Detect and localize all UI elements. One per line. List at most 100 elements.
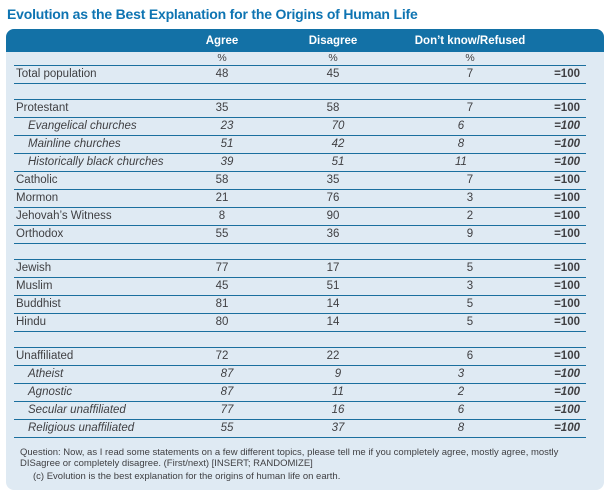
- disagree-value: 51: [290, 153, 376, 171]
- row-label: Unaffiliated: [14, 347, 154, 365]
- dk-value: 5: [376, 295, 536, 313]
- row-label: Protestant: [14, 99, 154, 117]
- table-row: Hindu 80 14 5 =100: [6, 313, 604, 331]
- disagree-value: 45: [290, 65, 376, 83]
- percent-symbol: %: [154, 52, 290, 65]
- agree-value: 87: [154, 383, 290, 401]
- disagree-value: 16: [290, 401, 376, 419]
- table-row: Jewish 77 17 5 =100: [6, 259, 604, 277]
- header-total-spacer: [536, 29, 586, 52]
- row-label: Hindu: [14, 313, 154, 331]
- total-value: =100: [536, 171, 586, 189]
- table-row: Agnostic 87 11 2 =100: [6, 383, 604, 401]
- table-row: Mainline churches 51 42 8 =100: [6, 135, 604, 153]
- table-row: Historically black churches 39 51 11 =10…: [6, 153, 604, 171]
- agree-value: 35: [154, 99, 290, 117]
- total-value: =100: [536, 225, 586, 243]
- dk-value: 7: [376, 171, 536, 189]
- row-label: Jehovah’s Witness: [14, 207, 154, 225]
- row-label: Muslim: [14, 277, 154, 295]
- row-label: Jewish: [14, 259, 154, 277]
- disagree-value: 37: [290, 419, 376, 437]
- agree-value: 58: [154, 171, 290, 189]
- header-spacer: [6, 29, 14, 52]
- total-value: =100: [536, 65, 586, 83]
- agree-value: 77: [154, 259, 290, 277]
- agree-value: 39: [154, 153, 290, 171]
- footnote-question: Question: Now, as I read some statements…: [20, 447, 586, 470]
- column-header-disagree: Disagree: [290, 29, 376, 52]
- row-label: Atheist: [14, 365, 154, 383]
- agree-value: 72: [154, 347, 290, 365]
- disagree-value: 9: [290, 365, 376, 383]
- dk-value: 11: [376, 153, 536, 171]
- agree-value: 23: [154, 117, 290, 135]
- disagree-value: 17: [290, 259, 376, 277]
- evolution-table: Agree Disagree Don’t know/Refused % % % …: [6, 29, 604, 438]
- total-value: =100: [536, 117, 586, 135]
- disagree-value: 51: [290, 277, 376, 295]
- dk-value: 2: [376, 383, 536, 401]
- footnote: Question: Now, as I read some statements…: [6, 438, 604, 490]
- agree-value: 55: [154, 419, 290, 437]
- table-row: Unaffiliated 72 22 6 =100: [6, 347, 604, 365]
- row-label: Mormon: [14, 189, 154, 207]
- total-value: =100: [536, 277, 586, 295]
- agree-value: 51: [154, 135, 290, 153]
- disagree-value: 76: [290, 189, 376, 207]
- row-label: Evangelical churches: [14, 117, 154, 135]
- percent-symbol: %: [376, 52, 536, 65]
- row-label: Orthodox: [14, 225, 154, 243]
- table-row: Buddhist 81 14 5 =100: [6, 295, 604, 313]
- column-header-dk: Don’t know/Refused: [376, 29, 536, 52]
- table-row: Catholic 58 35 7 =100: [6, 171, 604, 189]
- dk-value: 8: [376, 135, 536, 153]
- table-row: Total population 48 45 7 =100: [6, 65, 604, 83]
- dk-value: 3: [376, 189, 536, 207]
- dk-value: 6: [376, 117, 536, 135]
- row-label: Religious unaffiliated: [14, 419, 154, 437]
- total-value: =100: [536, 365, 586, 383]
- table-row: Orthodox 55 36 9 =100: [6, 225, 604, 243]
- total-value: =100: [536, 347, 586, 365]
- agree-value: 48: [154, 65, 290, 83]
- percent-symbol: %: [290, 52, 376, 65]
- dk-value: 6: [376, 347, 536, 365]
- total-value: =100: [536, 153, 586, 171]
- row-label: Buddhist: [14, 295, 154, 313]
- row-spacer: [6, 83, 604, 99]
- dk-value: 2: [376, 207, 536, 225]
- disagree-value: 14: [290, 313, 376, 331]
- column-header-agree: Agree: [154, 29, 290, 52]
- agree-value: 55: [154, 225, 290, 243]
- disagree-value: 22: [290, 347, 376, 365]
- total-value: =100: [536, 313, 586, 331]
- row-label: Total population: [14, 65, 154, 83]
- dk-value: 7: [376, 65, 536, 83]
- disagree-value: 14: [290, 295, 376, 313]
- header-row: Agree Disagree Don’t know/Refused: [6, 29, 604, 52]
- table-row: Muslim 45 51 3 =100: [6, 277, 604, 295]
- total-value: =100: [536, 295, 586, 313]
- agree-value: 77: [154, 401, 290, 419]
- disagree-value: 58: [290, 99, 376, 117]
- header-label-spacer: [14, 29, 154, 52]
- agree-value: 81: [154, 295, 290, 313]
- table-row: Religious unaffiliated 55 37 8 =100: [6, 419, 604, 437]
- total-value: =100: [536, 383, 586, 401]
- disagree-value: 42: [290, 135, 376, 153]
- dk-value: 9: [376, 225, 536, 243]
- total-value: =100: [536, 99, 586, 117]
- dk-value: 6: [376, 401, 536, 419]
- dk-value: 8: [376, 419, 536, 437]
- disagree-value: 35: [290, 171, 376, 189]
- disagree-value: 70: [290, 117, 376, 135]
- footnote-item: (c) Evolution is the best explanation fo…: [20, 471, 586, 483]
- table-row: Secular unaffiliated 77 16 6 =100: [6, 401, 604, 419]
- row-spacer: [6, 331, 604, 347]
- row-label: Catholic: [14, 171, 154, 189]
- disagree-value: 90: [290, 207, 376, 225]
- table-row: Evangelical churches 23 70 6 =100: [6, 117, 604, 135]
- row-label: Mainline churches: [14, 135, 154, 153]
- page-title: Evolution as the Best Explanation for th…: [7, 6, 610, 22]
